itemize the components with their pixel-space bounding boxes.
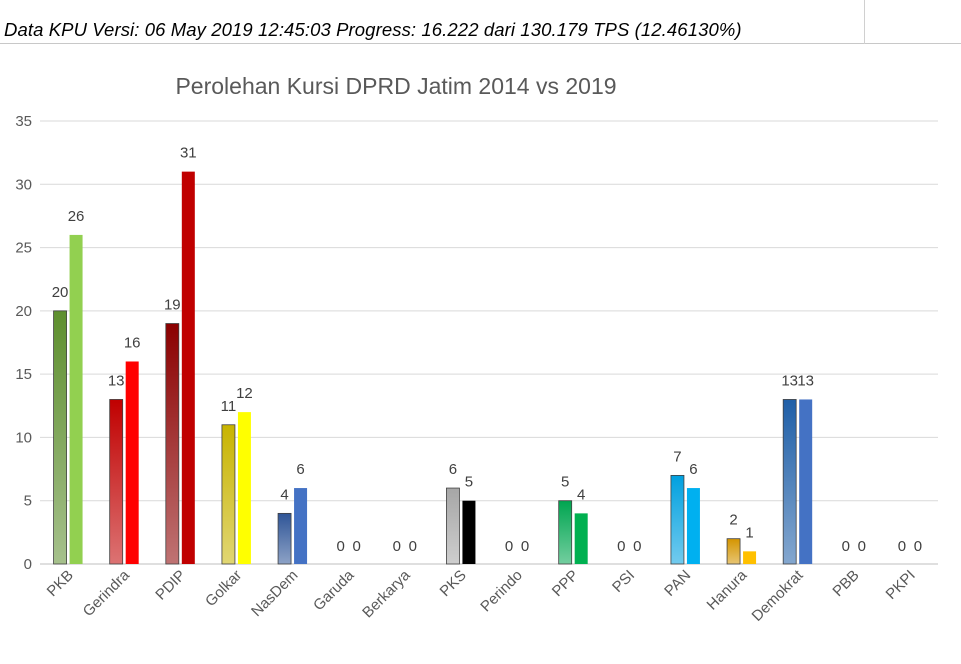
- bar-pks-2014: [446, 487, 460, 565]
- bar-pkb-2019: [69, 234, 83, 564]
- x-tick-label: NasDem: [248, 567, 301, 620]
- data-label: 0: [353, 538, 361, 555]
- y-tick-label: 15: [15, 366, 32, 383]
- x-tick-label: Demokrat: [749, 566, 808, 625]
- x-tick-label: PDIP: [152, 567, 189, 604]
- seat-comparison-chart: Perolehan Kursi DPRD Jatim 2014 vs 2019 …: [15, 73, 938, 625]
- x-tick-label: PKB: [44, 567, 77, 600]
- bar-golkar-2019: [237, 412, 251, 564]
- x-tick-label: PSI: [609, 567, 638, 596]
- chart-area: Perolehan Kursi DPRD Jatim 2014 vs 2019 …: [0, 44, 961, 659]
- y-tick-label: 35: [15, 113, 32, 130]
- y-tick-label: 30: [15, 176, 32, 193]
- data-label: 0: [505, 538, 513, 555]
- data-label: 11: [221, 398, 237, 415]
- y-tick-label: 10: [15, 429, 32, 446]
- bar-nasdem-2019: [294, 488, 308, 564]
- data-label: 12: [236, 385, 253, 402]
- data-label: 31: [180, 145, 197, 162]
- y-axis-ticks: 0 5 10 15 20 25 30 35: [15, 113, 32, 573]
- data-label: 13: [797, 372, 814, 389]
- bar-hanura-2019: [743, 551, 757, 564]
- x-tick-label: PPP: [549, 567, 582, 600]
- data-label: 6: [296, 461, 304, 478]
- x-tick-label: Perindo: [477, 567, 526, 616]
- x-tick-label: PBB: [829, 567, 862, 600]
- x-tick-label: Berkarya: [359, 566, 414, 621]
- data-label: 5: [561, 474, 569, 491]
- x-tick-label: PAN: [661, 567, 694, 600]
- x-axis-ticks: PKB Gerindra PDIP Golkar NasDem Garuda Berkary…: [44, 566, 919, 625]
- y-tick-label: 0: [24, 556, 32, 573]
- bar-golkar-2014: [221, 424, 236, 565]
- y-tick-label: 25: [15, 240, 32, 257]
- chart-title: Perolehan Kursi DPRD Jatim 2014 vs 2019: [175, 73, 616, 99]
- bar-pkb-2014: [53, 310, 67, 565]
- bar-demokrat-2014: [782, 399, 797, 565]
- data-label: 0: [393, 538, 401, 555]
- bar-ppp-2019: [574, 513, 588, 564]
- data-label: 5: [465, 474, 473, 491]
- data-label: 4: [280, 486, 288, 503]
- x-tick-label: Gerindra: [80, 566, 134, 620]
- bar-gerindra-2014: [109, 399, 124, 565]
- bar-pks-2019: [462, 500, 476, 564]
- data-label: 0: [409, 538, 417, 555]
- data-label: 0: [617, 538, 625, 555]
- bar-pan-2014: [670, 474, 685, 565]
- bars: [53, 171, 813, 565]
- data-label: 1: [745, 524, 753, 541]
- data-label: 6: [689, 461, 697, 478]
- data-label: 6: [449, 461, 457, 478]
- bar-ppp-2014: [558, 500, 573, 565]
- bar-hanura-2014: [726, 538, 741, 565]
- data-label: 0: [337, 538, 345, 555]
- x-tick-label: PKPI: [883, 567, 919, 603]
- data-label: 0: [633, 538, 641, 555]
- data-label: 20: [52, 284, 69, 301]
- data-label: 0: [842, 538, 850, 555]
- y-tick-label: 20: [15, 303, 32, 320]
- data-label: 26: [68, 208, 85, 225]
- version-text: Data KPU Versi: 06 May 2019 12:45:03 Pro…: [4, 19, 742, 40]
- data-label: 0: [898, 538, 906, 555]
- data-label: 13: [108, 372, 125, 389]
- data-label: 13: [781, 372, 798, 389]
- x-tick-label: Golkar: [202, 567, 245, 610]
- data-label: 4: [577, 486, 585, 503]
- bar-demokrat-2019: [799, 399, 813, 564]
- x-tick-label: Hanura: [704, 566, 751, 613]
- bar-pan-2019: [686, 488, 700, 564]
- y-tick-label: 5: [24, 493, 32, 510]
- data-label: 0: [521, 538, 529, 555]
- data-label: 7: [673, 448, 681, 465]
- data-label: 19: [164, 297, 181, 314]
- bar-gerindra-2019: [125, 361, 139, 564]
- empty-cell: [865, 0, 961, 44]
- version-header: Data KPU Versi: 06 May 2019 12:45:03 Pro…: [0, 0, 961, 44]
- bar-nasdem-2014: [277, 512, 292, 565]
- bar-pdip-2019: [181, 171, 195, 564]
- data-label: 16: [124, 334, 141, 351]
- version-cell: Data KPU Versi: 06 May 2019 12:45:03 Pro…: [0, 0, 865, 44]
- bar-pdip-2014: [165, 323, 180, 565]
- x-tick-label: PKS: [437, 567, 470, 600]
- data-label: 0: [914, 538, 922, 555]
- data-label: 0: [858, 538, 866, 555]
- data-label: 2: [729, 512, 737, 529]
- x-tick-label: Garuda: [310, 566, 358, 614]
